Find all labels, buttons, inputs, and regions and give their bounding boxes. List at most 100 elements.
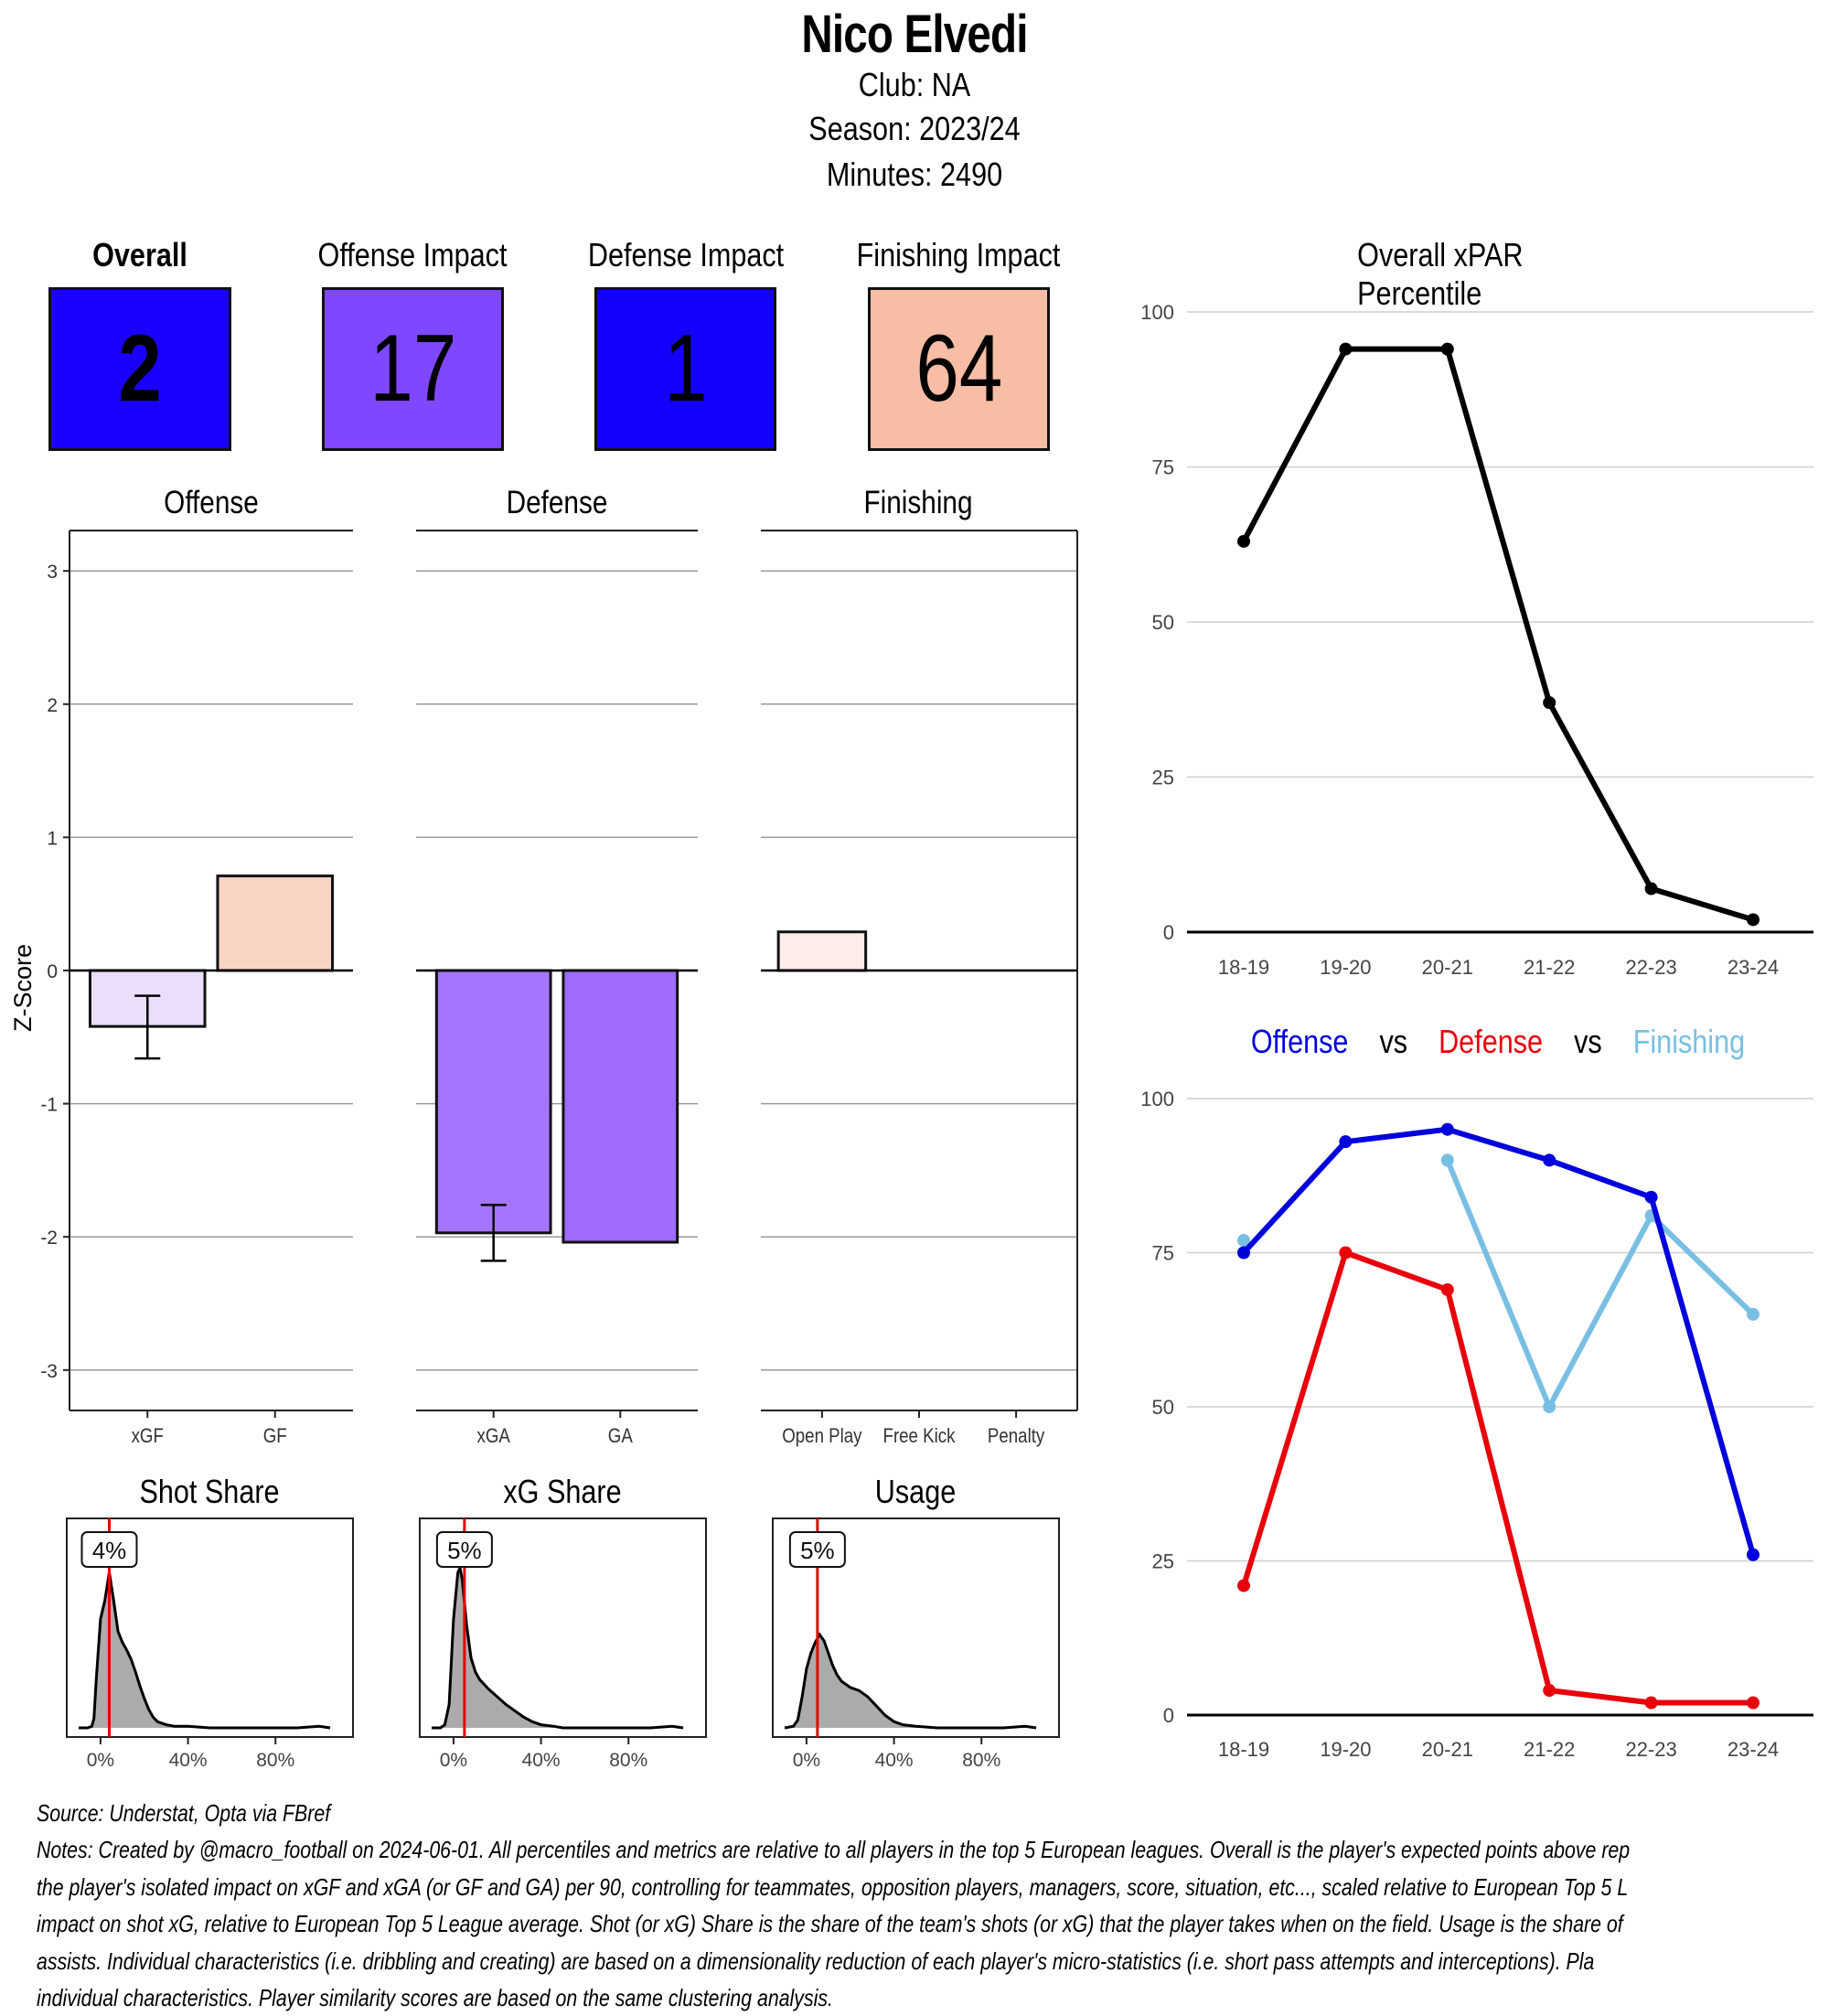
data-point bbox=[1237, 1234, 1250, 1248]
series-defense bbox=[1237, 1246, 1759, 1710]
title-finishing: Finishing bbox=[1632, 1023, 1746, 1060]
error-bar-xgf bbox=[134, 994, 161, 1060]
x-tick-label: 19-20 bbox=[1320, 1738, 1371, 1761]
bar-gf bbox=[216, 874, 335, 972]
data-point bbox=[1747, 1307, 1759, 1321]
y-tick-label: 2 bbox=[47, 695, 58, 716]
series-line bbox=[1241, 1126, 1756, 1556]
data-point bbox=[1543, 1684, 1556, 1698]
data-point bbox=[1644, 1696, 1658, 1710]
tile-finishing-impact: 64 bbox=[868, 287, 1050, 451]
hist-box bbox=[772, 1517, 1060, 1738]
tile-offense-impact: 17 bbox=[322, 287, 504, 451]
x-tick-label: 23-24 bbox=[1727, 956, 1779, 979]
notes-line-4: assists. Individual characteristics (i.e… bbox=[37, 1946, 1595, 1975]
x-tick-label: 23-24 bbox=[1727, 1738, 1779, 1761]
notes-line-3: impact on shot xG, relative to European … bbox=[37, 1910, 1623, 1938]
bar-xga bbox=[434, 969, 552, 1235]
player-value-label: 5% bbox=[435, 1531, 493, 1568]
tile-label-defense: Defense Impact bbox=[587, 236, 785, 273]
bar-panel-offense: 3 2 1 0 -1 -2 -3 xGF GF bbox=[40, 530, 353, 1447]
data-point bbox=[1747, 913, 1759, 927]
density-area bbox=[785, 1635, 1037, 1728]
tile-value-overall: 2 bbox=[118, 316, 162, 422]
data-point bbox=[1440, 1153, 1454, 1167]
label-box bbox=[788, 1531, 846, 1568]
distribution-charts: 4% 0% 40% 80% 5% 0% 40% 80% 5% 0% 40% 80% bbox=[66, 1517, 1060, 1771]
panel-title-offense: Offense bbox=[164, 485, 259, 520]
density-line bbox=[432, 1562, 684, 1730]
title-defense: Defense bbox=[1439, 1023, 1544, 1060]
y-axis-label: Z-Score bbox=[9, 944, 37, 1032]
y-tick-label: -2 bbox=[40, 1228, 58, 1249]
x-tick-label: 19-20 bbox=[1320, 956, 1371, 979]
y-tick-label: 50 bbox=[1152, 1396, 1174, 1419]
data-point bbox=[1440, 342, 1454, 356]
x-tick-label: 18-19 bbox=[1218, 1738, 1269, 1761]
source-text: Source: Understat, Opta via FBref bbox=[37, 1799, 331, 1827]
hist-title-usage: Usage bbox=[874, 1473, 957, 1510]
data-point bbox=[1543, 696, 1556, 710]
x-tick-label: 22-23 bbox=[1625, 956, 1676, 979]
label-box bbox=[80, 1531, 138, 1568]
tile-value-offense: 17 bbox=[369, 316, 456, 422]
y-tick-label: 25 bbox=[1152, 1550, 1174, 1573]
club-line: Club: NA bbox=[858, 66, 971, 103]
y-tick-label: -1 bbox=[40, 1095, 58, 1116]
x-tick-label: 0% bbox=[793, 1750, 820, 1771]
density-line bbox=[784, 1632, 1037, 1730]
y-tick-label: 100 bbox=[1140, 301, 1174, 324]
title-vs-2: vs bbox=[1574, 1023, 1602, 1060]
x-tick-label: 80% bbox=[256, 1750, 294, 1771]
x-tick-label: 18-19 bbox=[1218, 956, 1269, 979]
y-tick-label: 1 bbox=[47, 828, 58, 849]
x-tick-label: 40% bbox=[169, 1750, 208, 1771]
y-tick-label: 0 bbox=[47, 961, 58, 982]
series-line bbox=[1241, 1249, 1753, 1706]
x-tick-label: 21-22 bbox=[1524, 1738, 1575, 1761]
tile-label-finishing: Finishing Impact bbox=[856, 236, 1061, 273]
hist-title-shot-share: Shot Share bbox=[139, 1473, 280, 1510]
data-point bbox=[1237, 534, 1250, 548]
data-point bbox=[1339, 342, 1353, 356]
x-tick-label: xGA bbox=[477, 1426, 511, 1448]
data-point bbox=[1237, 1246, 1250, 1260]
series-line bbox=[1241, 346, 1754, 923]
title-vs-1: vs bbox=[1379, 1023, 1408, 1060]
player-name: Nico Elvedi bbox=[801, 5, 1028, 64]
hist-title-xg-share: xG Share bbox=[503, 1473, 622, 1510]
x-tick-label: 21-22 bbox=[1524, 956, 1575, 979]
density-line bbox=[79, 1571, 331, 1730]
density-area bbox=[432, 1567, 684, 1728]
season-line: Season: 2023/24 bbox=[808, 110, 1021, 147]
panel-title-defense: Defense bbox=[506, 485, 608, 520]
offense-defense-finishing-chart: 0 25 50 75 100 18-19 19-20 20-21 21-22 22-23 23-24 bbox=[1140, 1088, 1813, 1761]
y-tick-label: 75 bbox=[1152, 456, 1174, 479]
data-point bbox=[1644, 882, 1658, 895]
data-point bbox=[1339, 1135, 1353, 1149]
x-tick-label: 22-23 bbox=[1625, 1738, 1676, 1761]
xpar-chart-title: Overall xPAR Percentile bbox=[1357, 236, 1524, 312]
hist-box bbox=[419, 1517, 707, 1738]
label-box bbox=[435, 1531, 493, 1568]
zscore-bar-chart: Z-Score 3 2 1 0 -1 -2 -3 xGF GF xGA GA Open Play Fre… bbox=[9, 530, 1078, 1448]
xpar-percentile-chart: 0 25 50 75 100 18-19 19-20 20-21 21-22 22-23 23-24 bbox=[1140, 301, 1813, 979]
x-tick-label: 0% bbox=[87, 1750, 114, 1771]
footer: Source: Understat, Opta via FBref Notes:… bbox=[37, 1795, 1829, 2016]
y-tick-label: -3 bbox=[40, 1361, 58, 1382]
data-point bbox=[1440, 1122, 1454, 1136]
tile-defense-impact: 1 bbox=[594, 287, 776, 451]
x-tick-label: Free Kick bbox=[883, 1426, 957, 1448]
series-overall bbox=[1237, 342, 1759, 927]
series-finishing bbox=[1237, 1153, 1759, 1413]
y-tick-label: 0 bbox=[1163, 921, 1174, 944]
y-tick-label: 3 bbox=[47, 562, 58, 583]
x-tick-label: 20-21 bbox=[1422, 956, 1473, 979]
data-point bbox=[1747, 1548, 1759, 1561]
tile-label-overall: Overall bbox=[92, 236, 187, 273]
y-tick-label: 75 bbox=[1152, 1242, 1174, 1265]
x-tick-label: Penalty bbox=[988, 1426, 1045, 1448]
data-point bbox=[1543, 1153, 1556, 1167]
bar-open-play bbox=[776, 930, 868, 972]
x-tick-label: 80% bbox=[962, 1750, 1000, 1771]
